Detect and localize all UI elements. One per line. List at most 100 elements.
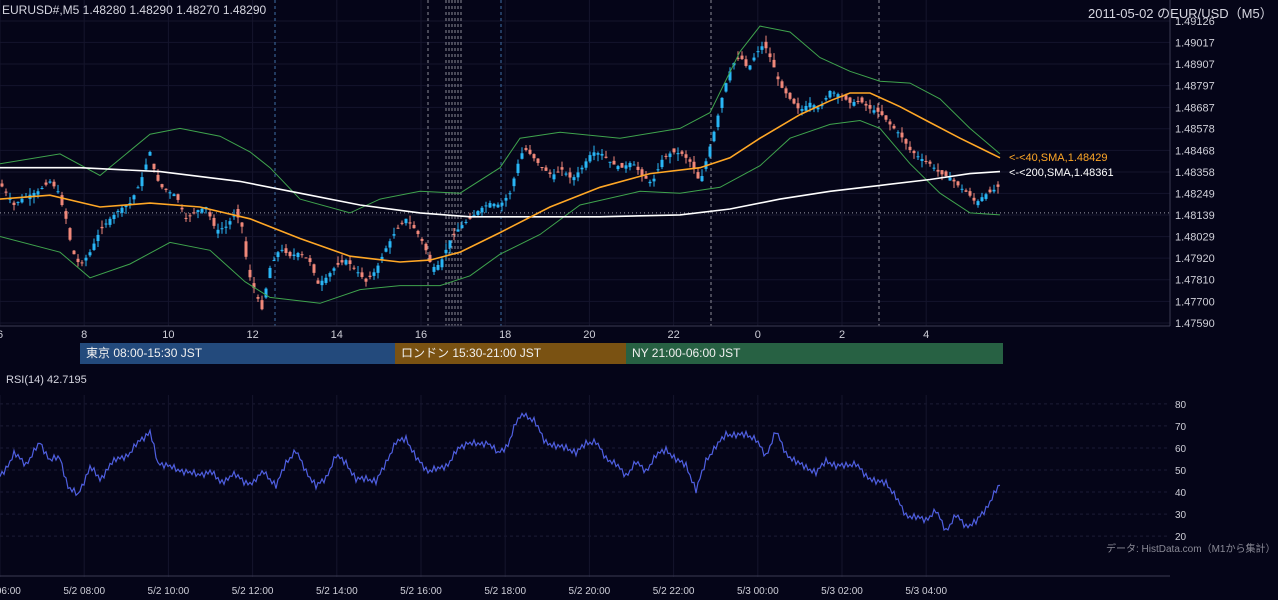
- candle-body: [124, 205, 128, 208]
- candle-body: [104, 223, 108, 225]
- candle-body: [512, 178, 516, 187]
- candle-body: [404, 218, 408, 224]
- time-axis-bottom: 5/2 06:00 5/2 08:00 5/2 10:00 5/2 12:00 5/2 …: [0, 586, 947, 597]
- candle-body: [576, 172, 580, 178]
- candle-body: [260, 300, 264, 310]
- candle-body: [964, 190, 968, 192]
- candle-body: [612, 160, 616, 165]
- rsi-time-tick-label: 5/2 06:00: [0, 586, 21, 597]
- candle-body: [596, 153, 600, 155]
- candle-body: [852, 102, 856, 106]
- candle-body: [944, 171, 948, 176]
- candle-body: [184, 217, 188, 219]
- candle-body: [108, 218, 112, 225]
- candle-body: [80, 262, 84, 264]
- candle-body: [872, 110, 876, 113]
- candle-body: [728, 71, 732, 81]
- candle-body: [252, 283, 256, 289]
- candle-body: [912, 151, 916, 154]
- rsi-time-tick-label: 5/2 16:00: [400, 586, 442, 597]
- candle-body: [500, 202, 504, 206]
- candle-body: [364, 278, 368, 282]
- candle-body: [76, 258, 80, 263]
- candle-body: [568, 172, 572, 178]
- candle-body: [956, 181, 960, 186]
- candle-body: [692, 161, 696, 169]
- candle-body: [988, 189, 992, 193]
- candle-body: [336, 262, 340, 265]
- candle-body: [256, 297, 260, 299]
- candle-body: [424, 243, 428, 251]
- candle-body: [804, 105, 808, 111]
- candle-body: [44, 182, 48, 185]
- price-tick-label: 1.49017: [1175, 37, 1215, 49]
- candle-body: [372, 272, 376, 276]
- candle-body: [360, 272, 364, 277]
- rsi-chart[interactable]: 80 70 60 50 40 30 20: [0, 395, 1278, 595]
- candle-body: [868, 105, 872, 109]
- bollinger-lower: [0, 119, 1001, 304]
- candle-body: [136, 187, 140, 189]
- candle-body: [968, 191, 972, 196]
- candle-body: [836, 94, 840, 98]
- rsi-axis: 80 70 60 50 40 30 20: [0, 400, 1187, 577]
- candle-body: [932, 167, 936, 169]
- candle-body: [8, 198, 12, 200]
- candle-body: [980, 197, 984, 202]
- time-tick-label: 18: [499, 329, 511, 340]
- candle-body: [396, 227, 400, 229]
- candle-body: [920, 159, 924, 161]
- candle-body: [84, 257, 88, 261]
- candle-body: [332, 268, 336, 271]
- candle-body: [688, 159, 692, 162]
- candle-body: [376, 265, 380, 273]
- candle-body: [160, 184, 164, 188]
- candle-body: [620, 162, 624, 168]
- candle-body: [996, 184, 1000, 187]
- candle-body: [888, 121, 892, 125]
- candle-body: [236, 209, 240, 218]
- candle-body: [0, 183, 4, 187]
- candle-body: [36, 191, 40, 195]
- candle-body: [724, 83, 728, 92]
- candle-body: [676, 153, 680, 155]
- rsi-tick-label: 30: [1175, 510, 1187, 521]
- candle-body: [460, 225, 464, 229]
- candle-body: [420, 238, 424, 241]
- candle-body: [560, 167, 564, 170]
- candle-body: [508, 193, 512, 195]
- candle-body: [308, 258, 312, 263]
- candle-body: [492, 203, 496, 207]
- rsi-tick-label: 50: [1175, 466, 1187, 477]
- rsi-grid: [0, 395, 1170, 577]
- bollinger-upper: [0, 25, 1001, 214]
- price-tick-label: 1.48358: [1175, 167, 1215, 179]
- candle-body: [696, 172, 700, 179]
- price-grid: [0, 0, 1170, 326]
- candle-body: [788, 92, 792, 99]
- candle-body: [624, 165, 628, 169]
- price-tick-label: 1.47920: [1175, 253, 1215, 265]
- candle-body: [796, 103, 800, 109]
- price-chart[interactable]: 1.49126 1.49017 1.48907 1.48797 1.48687 1.485…: [0, 0, 1278, 340]
- candle-body: [636, 166, 640, 171]
- time-tick-label: 4: [923, 329, 929, 340]
- rsi-time-tick-label: 5/2 08:00: [63, 586, 105, 597]
- candle-body: [192, 212, 196, 214]
- candle-body: [628, 162, 632, 168]
- candle-body: [464, 221, 468, 223]
- time-tick-label: 8: [81, 329, 87, 340]
- data-credit: データ: HistData.com（M1から集計）: [1106, 544, 1276, 555]
- candle-body: [428, 254, 432, 263]
- candle-body: [348, 260, 352, 265]
- candle-body: [832, 92, 836, 94]
- time-axis-top: 6 8 10 12 14 16 18 20 22 0 2 4: [0, 329, 929, 340]
- candle-body: [440, 259, 444, 268]
- candle-body: [112, 214, 116, 220]
- candle-body: [632, 164, 636, 166]
- candle-body: [680, 151, 684, 154]
- candle-body: [548, 172, 552, 174]
- candle-body: [196, 210, 200, 213]
- sma200-label: <-<200,SMA,1.48361: [1009, 167, 1114, 179]
- time-tick-label: 22: [667, 329, 679, 340]
